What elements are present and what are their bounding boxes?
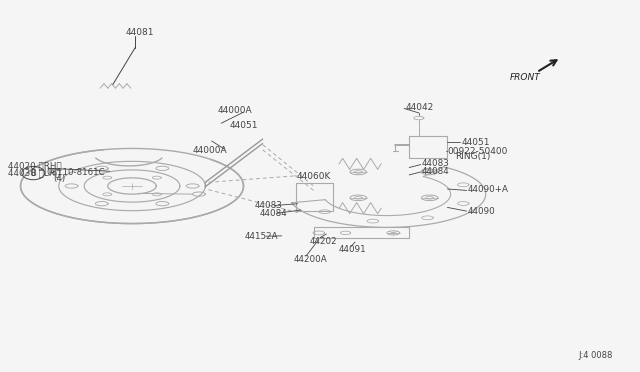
- Text: 44081: 44081: [125, 28, 154, 37]
- Text: FRONT: FRONT: [510, 73, 541, 81]
- Text: 00922-50400: 00922-50400: [447, 147, 508, 156]
- Text: 44090+A: 44090+A: [468, 185, 509, 194]
- Text: 44091: 44091: [339, 246, 367, 254]
- Text: 44000A: 44000A: [218, 106, 253, 115]
- Text: 44042: 44042: [406, 103, 435, 112]
- Text: B: B: [30, 169, 36, 177]
- Text: 44090: 44090: [468, 206, 495, 216]
- Text: 44084: 44084: [422, 167, 450, 176]
- Text: 44020 〈RH〉: 44020 〈RH〉: [8, 161, 61, 170]
- Text: RING(1): RING(1): [455, 152, 490, 161]
- Text: 44060K: 44060K: [297, 172, 332, 181]
- Text: 44084: 44084: [259, 209, 287, 218]
- Text: 44051: 44051: [461, 138, 490, 147]
- Text: 44200A: 44200A: [293, 255, 327, 264]
- Text: 44030 〈LH〉: 44030 〈LH〉: [8, 169, 60, 177]
- Text: (4): (4): [54, 174, 66, 183]
- Text: 08110-8161C: 08110-8161C: [46, 168, 104, 177]
- Text: 44051: 44051: [230, 121, 258, 130]
- Text: 44202: 44202: [309, 237, 337, 246]
- Text: 44152A: 44152A: [245, 232, 278, 241]
- Text: 44000A: 44000A: [193, 146, 227, 155]
- Text: 44083: 44083: [422, 158, 450, 168]
- Text: 44083: 44083: [255, 201, 283, 210]
- Text: J:4 0088: J:4 0088: [579, 351, 613, 360]
